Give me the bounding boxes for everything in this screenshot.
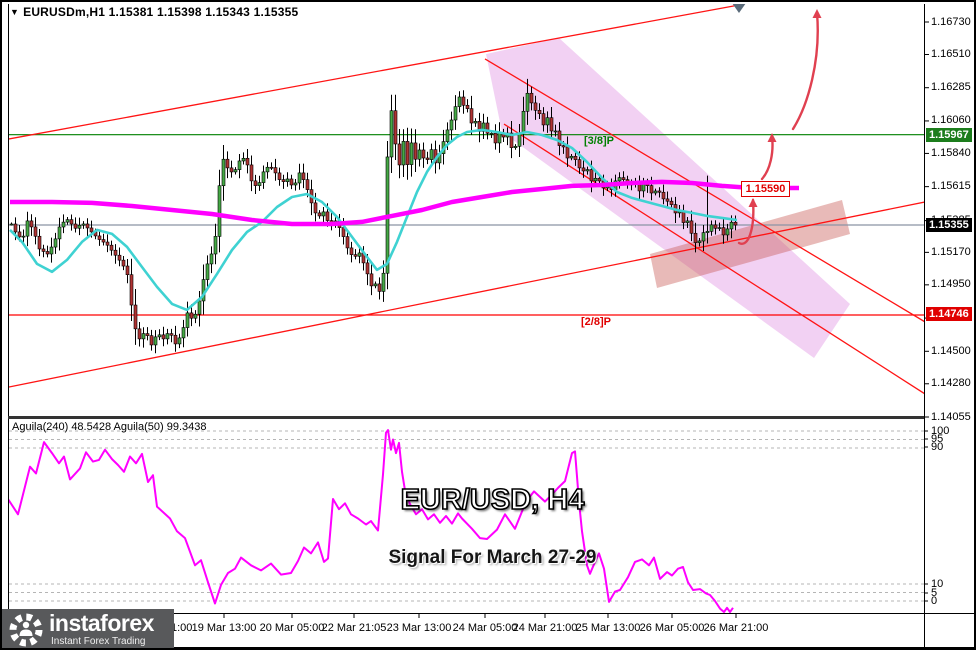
aguila-line (9, 429, 734, 613)
ascending-lower-trendline[interactable] (9, 201, 925, 388)
symbol-dropdown-icon[interactable]: ▼ (10, 7, 20, 17)
price-axis-tick[interactable]: 1.14280 (931, 377, 971, 390)
price-axis-tick[interactable]: 1.14500 (931, 344, 971, 357)
time-axis-tick[interactable]: 22 Mar 21:05 (321, 622, 387, 634)
indicator-axis-tick[interactable]: 100 (931, 425, 950, 437)
time-axis-tick[interactable]: 23 Mar 13:00 (386, 622, 452, 634)
price-axis-tick[interactable]: 1.16285 (931, 81, 971, 94)
murrey-3-8-label: [3/8]P (584, 135, 614, 147)
indicator-axis-tick[interactable]: 95 (931, 433, 944, 445)
gear-person-icon (9, 613, 43, 646)
price-axis-tick[interactable]: 1.15615 (931, 180, 971, 193)
overlay-pair-title: EUR/USD, H4 (400, 483, 585, 517)
descending-upper-trendline[interactable] (484, 58, 925, 323)
ascending-upper-trendline[interactable] (9, 4, 740, 140)
price-axis-tick[interactable]: 1.15170 (931, 245, 971, 258)
price-axis-tick[interactable]: 1.16060 (931, 114, 971, 127)
price-axis-tick[interactable]: 1.14055 (931, 410, 971, 423)
ma-slow-line (10, 179, 799, 227)
price-label-support: 1.14746 (926, 307, 972, 321)
indicator-axis-tick[interactable]: 0 (931, 595, 938, 607)
indicator-axis-tick[interactable]: 10 (931, 578, 944, 590)
bullish-projection-arrow (791, 11, 819, 131)
instaforex-logo: instaforex Instant Forex Trading (2, 609, 174, 648)
time-axis-tick[interactable]: 25 Mar 13:00 (575, 622, 641, 634)
logo-name: instaforex (49, 610, 154, 636)
arrowhead-icon (812, 9, 822, 18)
bullish-projection-arrow (760, 134, 774, 181)
logo-tagline: Instant Forex Trading (51, 636, 146, 647)
indicator-axis-tick[interactable]: 90 (931, 441, 944, 453)
main-pane[interactable] (9, 3, 925, 395)
descending-lower-trendline[interactable] (503, 123, 925, 395)
time-axis-tick[interactable]: 19 Mar 13:00 (191, 622, 257, 634)
bottom-border (2, 647, 974, 648)
chart-title: ▼ EURUSDm,H1 1.15381 1.15398 1.15343 1.15… (10, 5, 298, 19)
chart-title-text: EURUSDm,H1 1.15381 1.15398 1.15343 1.153… (23, 5, 299, 19)
arrowhead-icon (748, 198, 758, 207)
support-zone (650, 200, 850, 288)
price-axis-tick[interactable]: 1.14950 (931, 278, 971, 291)
price-label-current: 1.15355 (926, 218, 972, 232)
price-axis-tick[interactable]: 1.16730 (931, 15, 971, 28)
price-axis-tick[interactable]: 1.16510 (931, 47, 971, 60)
time-axis-tick[interactable]: 26 Mar 05:00 (639, 622, 705, 634)
overlay-signal-text: Signal For March 27-29 (388, 547, 597, 568)
time-axis-tick[interactable]: 24 Mar 05:00 (452, 622, 518, 634)
indicator-header: Aguila(240) 48.5428 Aguila(50) 99.3438 (12, 421, 207, 433)
indicator-pane[interactable] (8, 429, 924, 613)
bullish-projection-arrow (737, 198, 755, 245)
price-label-target: 1.15967 (926, 128, 972, 142)
time-axis-tick[interactable]: 26 Mar 21:00 (703, 622, 769, 634)
price-axis-tick[interactable]: 1.15840 (931, 146, 971, 159)
time-axis-tick[interactable]: 24 Mar 21:00 (512, 622, 578, 634)
ma-price-callout: 1.15590 (741, 181, 790, 197)
murrey-2-8-label: [2/8]P (581, 316, 611, 328)
arrowhead-icon (767, 133, 777, 142)
indicator-axis-tick[interactable]: 5 (931, 587, 938, 599)
time-axis-tick[interactable]: 20 Mar 05:00 (259, 622, 325, 634)
trendline-end-marker (732, 4, 746, 13)
